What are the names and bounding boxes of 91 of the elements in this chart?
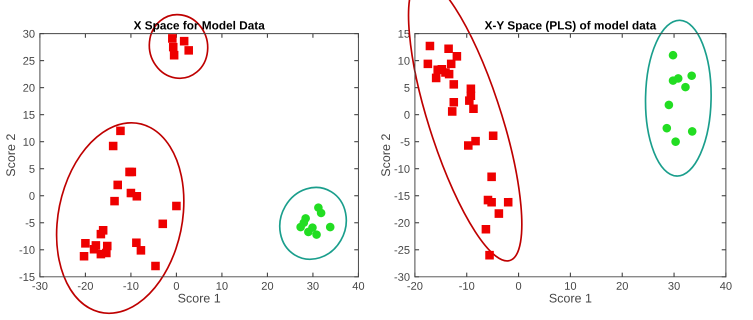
point [444,44,453,54]
point [108,142,118,150]
point [168,34,177,43]
point [426,42,434,50]
x-axis-title: Score 1 [549,294,592,303]
point [184,46,193,55]
point [444,70,454,78]
point [448,107,457,116]
point [662,124,672,132]
x-tick-label: 40 [720,282,732,290]
x-axis-title: Score 1 [178,294,220,303]
point [671,137,680,146]
point [170,50,178,60]
point [485,250,494,260]
point [465,96,474,105]
point [116,126,125,136]
x-tick-label: -10 [459,282,474,290]
y-tick-label: -20 [394,219,410,227]
point [464,141,473,150]
y-axis-title: Score 2 [6,134,16,176]
x-tick-label: 0 [174,282,180,290]
point [424,60,432,68]
y-tick-label: 5 [29,165,35,173]
point [681,82,690,92]
y-tick-label: 10 [24,138,35,146]
point [664,100,674,110]
point [687,71,696,80]
point [312,230,321,239]
chart-title: X-Y Space (PLS) of model data [484,20,656,32]
point [296,222,305,232]
x-tick-label: 0 [516,282,522,290]
point [504,198,512,206]
point [132,192,142,201]
point [449,80,458,89]
point [668,50,678,60]
point [168,42,178,52]
y-tick-label: 30 [23,30,35,38]
x-tick-label: 20 [262,282,274,290]
point [80,252,88,261]
point [482,224,490,234]
point [113,180,122,190]
y-tick-label: -5 [400,138,410,146]
y-tick-label: 0 [404,110,410,119]
y-tick-label: 10 [398,56,410,65]
point [688,127,696,136]
point [449,98,458,107]
y-tick-label: 5 [404,84,410,92]
y-tick-label: -30 [394,273,410,281]
point [172,202,181,210]
point [487,172,496,182]
y-tick-label: 0 [29,192,35,200]
y-tick-label: -25 [394,246,410,254]
point [308,223,317,232]
x-tick-label: -10 [123,282,139,290]
x-tick-label: 30 [668,282,680,290]
point [494,209,504,218]
x-tick-label: 30 [307,282,319,290]
point [469,104,478,114]
point [180,36,188,46]
point [488,131,498,140]
x-tick-label: 10 [565,282,576,290]
y-tick-label: -5 [26,219,35,227]
point [326,222,334,232]
x-tick-label: 10 [216,282,228,290]
point [452,52,462,61]
point [158,220,168,228]
x-tick-label: 40 [352,282,364,290]
point [96,230,106,238]
point [471,136,480,146]
point [432,74,440,82]
point [128,168,136,176]
x-tick-label: 20 [616,282,628,290]
y-tick-label: 20 [23,84,35,92]
point [151,262,160,270]
y-tick-label: -10 [394,164,410,173]
y-tick-label: -15 [19,273,35,281]
point [316,208,326,218]
y-tick-label: 15 [24,111,35,119]
point [136,246,146,255]
x-tick-label: -20 [78,282,94,290]
point [487,198,496,206]
point [81,239,90,248]
point [96,250,106,258]
y-tick-label: -10 [19,246,35,254]
y-axis-title: Score 2 [381,134,390,176]
point [110,196,119,206]
point [674,74,682,83]
y-tick-label: 25 [23,56,35,65]
point [446,60,456,68]
y-tick-label: -15 [394,192,410,200]
point [132,238,141,248]
